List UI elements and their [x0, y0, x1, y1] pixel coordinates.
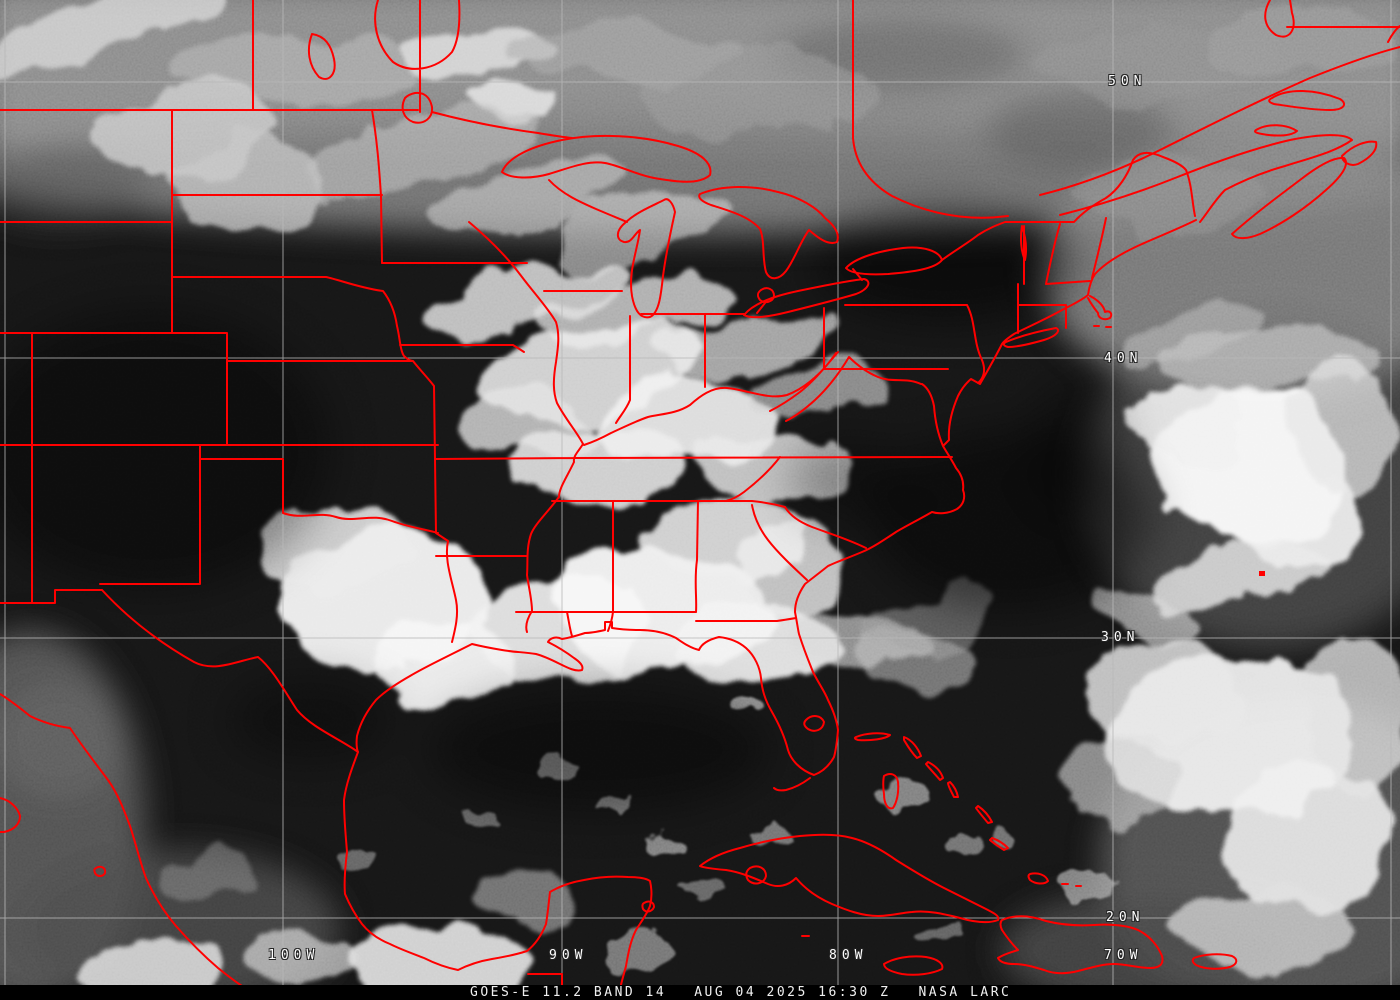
- us-coastline-path: [343, 219, 1197, 986]
- longitude-label-100w: 100W: [268, 948, 320, 963]
- latitude-label-40n: 40N: [1104, 351, 1143, 366]
- longitude-label-90w: 90W: [549, 948, 588, 963]
- mexico-caribbean-path: [0, 693, 1238, 987]
- latitude-label-50n: 50N: [1108, 74, 1147, 89]
- canada-borders-path: [0, 0, 1400, 264]
- longitude-label-80w: 80W: [829, 948, 868, 963]
- caption-timestamp: AUG 04 2025 16:30 Z: [694, 985, 891, 1000]
- latitude-label-30n: 30N: [1101, 630, 1140, 645]
- caption-satellite-band: GOES-E 11.2 BAND 14: [470, 985, 667, 1000]
- latitude-label-20n: 20N: [1106, 910, 1145, 925]
- longitude-label-70w: 70W: [1104, 948, 1143, 963]
- caption-bar: GOES-E 11.2 BAND 14 AUG 04 2025 16:30 Z …: [0, 985, 1400, 1000]
- bermuda-island-mark: [1259, 571, 1265, 576]
- state-borders-path: [0, 109, 1196, 753]
- caption-credit: NASA LARC: [918, 985, 1012, 1000]
